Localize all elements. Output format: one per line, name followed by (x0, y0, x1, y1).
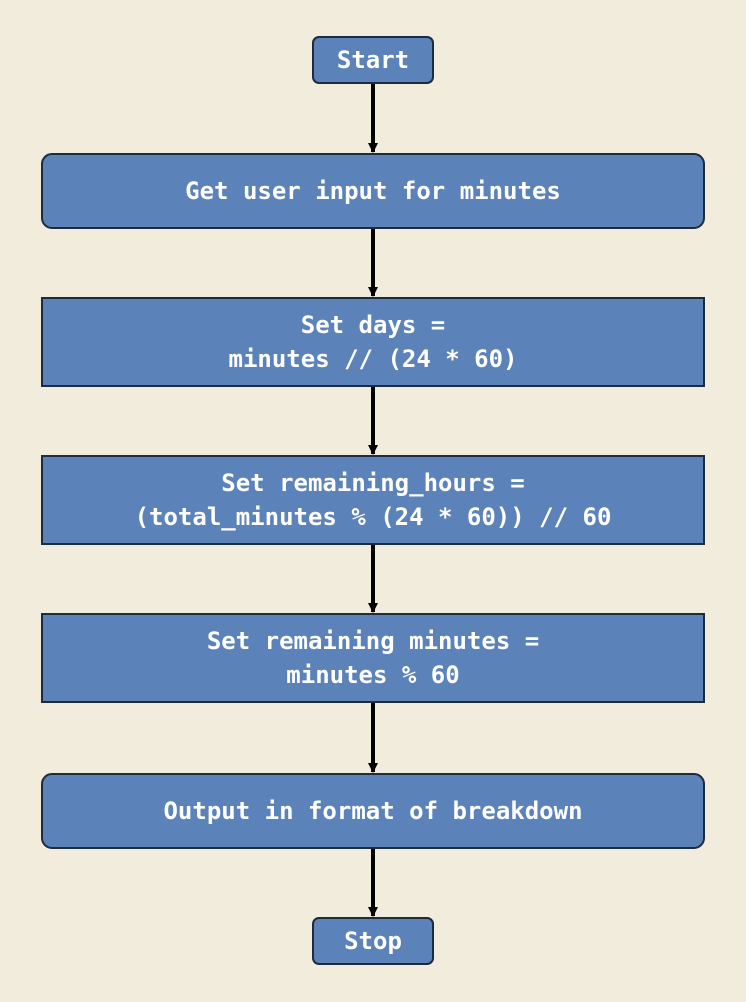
stop-node: Stop (312, 917, 434, 965)
set-hours-node: Set remaining_hours = (total_minutes % (… (41, 455, 705, 545)
set-minutes-line1: Set remaining minutes = (206, 627, 540, 655)
input-label: Get user input for minutes (185, 177, 561, 205)
stop-label: Stop (344, 927, 402, 955)
input-node: Get user input for minutes (41, 153, 705, 229)
output-node: Output in format of breakdown (41, 773, 705, 849)
set-hours-line1: Set remaining_hours = (221, 469, 525, 497)
set-days-line1: Set days = (300, 311, 446, 339)
output-label: Output in format of breakdown (163, 797, 583, 825)
set-minutes-line2: minutes % 60 (286, 661, 460, 689)
set-hours-line2: (total_minutes % (24 * 60)) // 60 (134, 503, 612, 531)
start-node: Start (312, 36, 434, 84)
set-minutes-node: Set remaining minutes = minutes % 60 (41, 613, 705, 703)
start-label: Start (336, 46, 410, 74)
set-days-node: Set days = minutes // (24 * 60) (41, 297, 705, 387)
set-days-line2: minutes // (24 * 60) (228, 345, 518, 373)
